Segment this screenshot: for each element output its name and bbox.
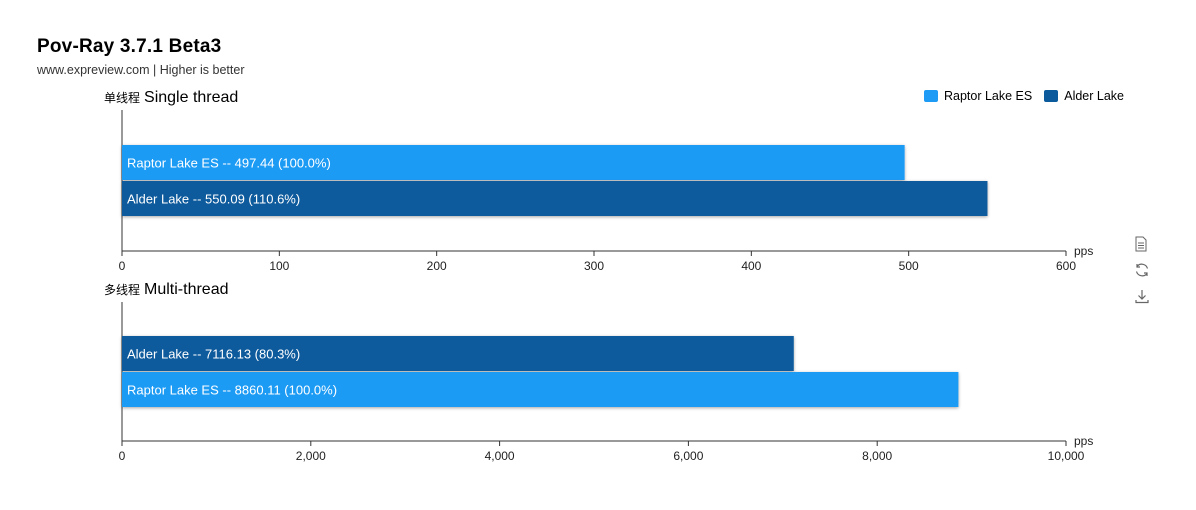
legend-label-alder: Alder Lake	[1064, 89, 1124, 103]
x-tick-label: 2,000	[296, 449, 326, 463]
x-axis-unit: pps	[1074, 244, 1093, 258]
x-tick-label: 0	[119, 259, 126, 273]
legend-swatch-raptor	[923, 90, 938, 102]
section-label-multi-en: Multi-thread	[144, 281, 229, 298]
x-tick-label: 8,000	[862, 449, 892, 463]
legend: Raptor Lake ES Alder Lake	[923, 89, 1124, 103]
bar-label: Alder Lake -- 550.09 (110.6%)	[127, 192, 300, 207]
legend-swatch-alder	[1044, 90, 1059, 102]
x-tick-label: 600	[1056, 259, 1076, 273]
bar-label: Raptor Lake ES -- 497.44 (100.0%)	[127, 156, 331, 171]
bar	[122, 336, 794, 371]
bar-label: Raptor Lake ES -- 8860.11 (100.0%)	[127, 383, 337, 398]
chart-title: Pov-Ray 3.7.1 Beta3	[37, 36, 222, 57]
bar	[122, 145, 905, 180]
legend-item-alder[interactable]: Alder Lake	[1044, 89, 1124, 103]
x-tick-label: 500	[899, 259, 919, 273]
restore-icon[interactable]	[1134, 262, 1150, 278]
chart-subtitle: www.expreview.com | Higher is better	[37, 63, 245, 77]
x-tick-label: 4,000	[485, 449, 515, 463]
section-label-single: 单线程 Single thread	[104, 89, 238, 107]
bar	[122, 372, 959, 407]
x-tick-label: 300	[584, 259, 604, 273]
toolbox	[1134, 236, 1152, 314]
x-tick-label: 400	[741, 259, 761, 273]
bar	[122, 181, 988, 216]
section-label-multi: 多线程 Multi-thread	[104, 281, 229, 299]
x-tick-label: 100	[269, 259, 289, 273]
x-axis-unit: pps	[1074, 434, 1093, 448]
x-tick-label: 0	[119, 449, 126, 463]
x-tick-label: 200	[427, 259, 447, 273]
section-label-single-cn: 单线程	[104, 91, 141, 105]
legend-label-raptor: Raptor Lake ES	[943, 89, 1033, 103]
legend-item-raptor[interactable]: Raptor Lake ES	[923, 89, 1033, 103]
section-label-multi-cn: 多线程	[104, 283, 141, 297]
section-label-single-en: Single thread	[144, 89, 239, 106]
x-tick-label: 6,000	[673, 449, 703, 463]
save-image-icon[interactable]	[1134, 288, 1150, 304]
data-view-icon[interactable]	[1134, 236, 1148, 252]
x-tick-label: 10,000	[1048, 449, 1085, 463]
bar-label: Alder Lake -- 7116.13 (80.3%)	[127, 347, 300, 362]
